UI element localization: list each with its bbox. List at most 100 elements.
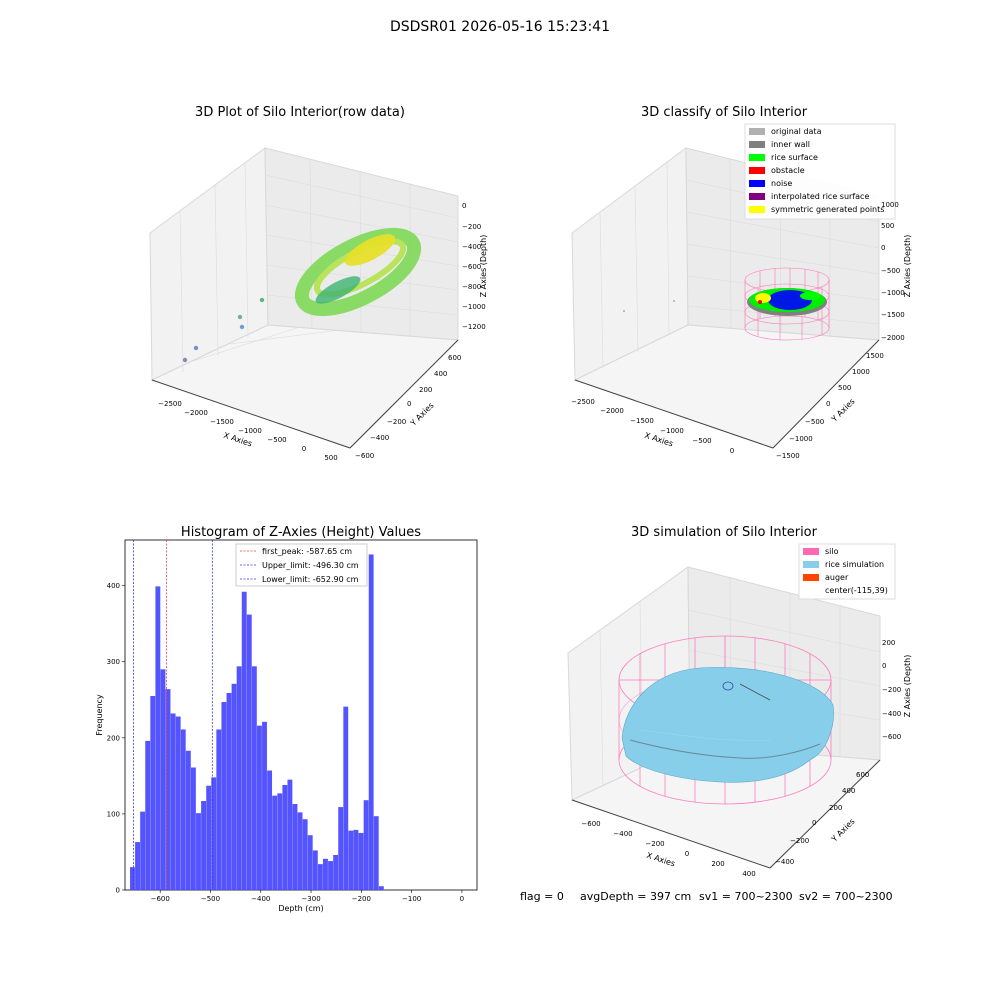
histogram-bar	[272, 795, 278, 890]
histogram-legend: first_peak: -587.65 cm Upper_limit: -496…	[235, 543, 368, 587]
classify-z-tick: 500	[881, 222, 894, 230]
panel-simulation: 3D simulation of Silo Interior	[567, 525, 912, 878]
raw-y-tick: 0	[407, 400, 411, 408]
raw-y-tick: 400	[434, 370, 447, 378]
classify-z-tick: −2000	[881, 334, 905, 342]
raw-z-tick: −1000	[462, 303, 486, 311]
histogram-bar	[282, 785, 288, 890]
histogram-bar	[358, 832, 364, 890]
classify-y-tick: 1500	[866, 352, 884, 360]
histogram-bar	[216, 729, 222, 890]
simulation-z-tick: −400	[882, 710, 901, 718]
legend-label-lower-limit: Lower_limit: -652.90 cm	[262, 575, 359, 584]
histogram-bar	[378, 886, 384, 890]
classify-z-tick: 0	[881, 244, 885, 252]
histogram-bar	[206, 785, 212, 890]
raw-y-ticks: −600 −400 −200 0 200 400 600	[355, 354, 461, 460]
raw-z-tick: −200	[462, 223, 481, 231]
histogram-bar	[211, 777, 217, 890]
legend-label-silo: silo	[825, 547, 839, 556]
histogram-x-tick: −300	[301, 895, 320, 903]
raw-x-tick: −2000	[184, 409, 208, 417]
legend-swatch-original-data	[749, 128, 765, 135]
legend-swatch-silo	[803, 548, 819, 555]
raw-y-tick: −200	[387, 418, 406, 426]
histogram-bar	[343, 706, 349, 890]
simulation-x-tick: −400	[613, 830, 632, 838]
legend-label-auger: auger	[825, 573, 849, 582]
raw-z-label: Z Axies (Depth)	[479, 235, 488, 298]
classify-x-ticks: −2500 −2000 −1500 −1000 −500 0	[571, 398, 734, 455]
raw-z-tick: −800	[462, 283, 481, 291]
histogram-bar	[363, 800, 369, 890]
legend-swatch-interpolated	[749, 193, 765, 200]
legend-swatch-inner-wall	[749, 141, 765, 148]
simulation-z-tick: −200	[882, 686, 901, 694]
panel-raw-data: 3D Plot of Silo Interior(row data)	[149, 105, 488, 462]
raw-y-tick: 600	[448, 354, 461, 362]
classify-z-tick: −500	[881, 267, 900, 275]
histogram-bar	[170, 713, 176, 890]
histogram-bar	[297, 812, 303, 890]
legend-label-inner-wall: inner wall	[771, 140, 810, 149]
histogram-x-label: Depth (cm)	[278, 904, 323, 913]
histogram-bar	[135, 842, 140, 890]
legend-swatch-noise	[749, 180, 765, 187]
classify-y-label: Y Axies	[829, 397, 857, 425]
histogram-bar	[185, 750, 191, 890]
classify-z-tick: −1000	[881, 289, 905, 297]
histogram-y-ticks: 0 100 200 300 400	[107, 582, 125, 895]
simulation-x-tick: −600	[581, 820, 600, 828]
histogram-bar	[312, 850, 318, 890]
histogram-bar	[251, 666, 257, 890]
histogram-bar	[323, 858, 328, 890]
histogram-bar	[287, 779, 293, 890]
raw-y-label: Y Axies	[408, 401, 436, 429]
histogram-x-tick: 0	[460, 895, 464, 903]
simulation-y-tick: −400	[775, 858, 794, 866]
histogram-bars	[130, 554, 384, 890]
classify-x-tick: −2500	[571, 398, 595, 406]
histogram-bar	[317, 864, 323, 890]
simulation-x-tick: 200	[711, 860, 724, 868]
legend-swatch-obstacle	[749, 167, 765, 174]
histogram-bar	[155, 586, 161, 890]
histogram-x-tick: −500	[201, 895, 220, 903]
histogram-bar	[277, 793, 283, 890]
raw-x-tick: −1500	[210, 418, 234, 426]
simulation-y-tick: 200	[829, 804, 842, 812]
simulation-x-tick: −200	[645, 840, 664, 848]
simulation-y-tick: −200	[790, 837, 809, 845]
simulation-x-label: X Axies	[645, 851, 676, 869]
classify-y-tick: 0	[826, 400, 830, 408]
simulation-rice-surface	[621, 667, 834, 783]
raw-x-tick: −2500	[158, 400, 182, 408]
simulation-y-tick: 0	[812, 819, 816, 827]
classify-plot-title: 3D classify of Silo Interior	[641, 105, 808, 120]
classify-y-tick: 500	[838, 384, 851, 392]
legend-label-center: center(-115,39)	[825, 586, 888, 595]
histogram-bar	[307, 835, 313, 890]
histogram-x-ticks: −600 −500 −400 −300 −200 −100 0	[151, 890, 464, 903]
histogram-bar	[180, 729, 186, 890]
simulation-x-tick: 400	[742, 870, 755, 878]
raw-y-tick: −600	[355, 452, 374, 460]
raw-x-tick: −500	[267, 436, 286, 444]
legend-label-obstacle: obstacle	[771, 166, 805, 175]
simulation-x-ticks: −600 −400 −200 0 200 400	[581, 820, 755, 878]
simulation-z-label: Z Axies (Depth)	[903, 655, 912, 718]
histogram-y-label: Frequency	[95, 694, 104, 736]
histogram-bar	[150, 695, 156, 890]
footer-status: flag = 0 avgDepth = 397 cm sv1 = 700~230…	[520, 890, 893, 903]
flag-text: flag = 0	[520, 890, 564, 903]
legend-label-noise: noise	[771, 179, 792, 188]
histogram-bar	[348, 830, 354, 890]
histogram-y-tick: 200	[107, 734, 120, 742]
classify-y-tick: −500	[805, 418, 824, 426]
histogram-y-tick: 0	[116, 887, 120, 895]
histogram-bar	[130, 867, 135, 890]
classify-y-tick: −1500	[776, 452, 800, 460]
legend-label-interpolated: interpolated rice surface	[771, 192, 869, 201]
simulation-x-tick: 0	[685, 850, 689, 858]
